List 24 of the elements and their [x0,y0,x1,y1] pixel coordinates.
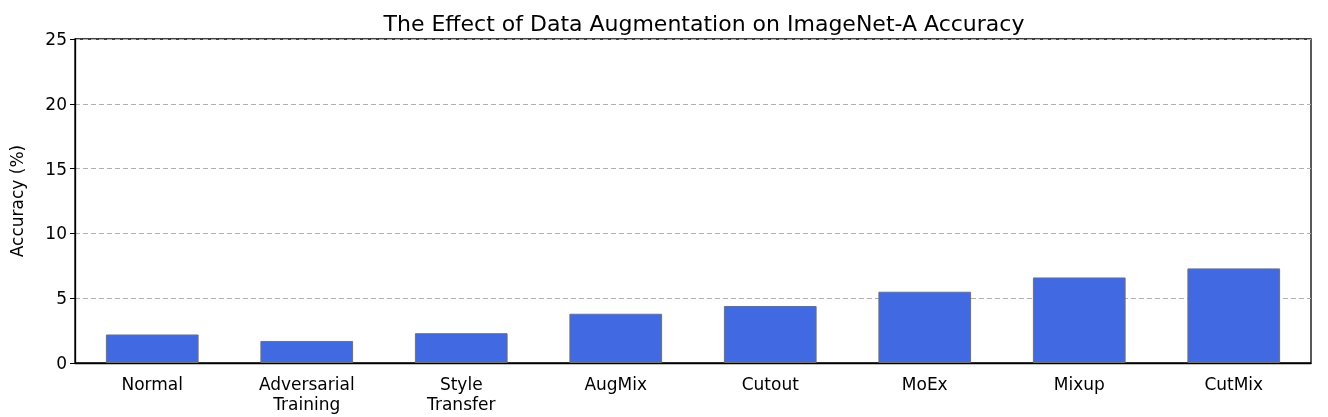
y-tick-label: 20 [45,93,67,114]
bar [878,291,972,363]
bar [105,334,199,363]
y-tick-label: 15 [45,158,67,179]
x-tick-label: Cutout [741,374,800,394]
y-tick-label: 5 [56,288,67,309]
x-tick-label: AugMix [584,374,648,394]
x-tick-label: Style Transfer [426,374,496,414]
chart-title: The Effect of Data Augmentation on ImageNet-A Accuracy [382,10,1025,36]
bar [414,333,508,363]
x-tick-label: Adversarial Training [258,374,355,414]
x-tick-label: CutMix [1204,374,1264,394]
x-tick-label: MoEx [901,374,948,394]
bar [1032,277,1126,363]
bar [260,340,354,363]
y-axis-title: Accuracy (%) [6,144,27,258]
bar [569,313,663,363]
x-tick-label: Normal [121,374,184,394]
bar [723,305,817,363]
y-tick-label: 25 [45,29,67,49]
y-tick-label: 0 [56,353,67,373]
y-tick-label: 10 [45,223,67,244]
x-tick-label: Mixup [1053,374,1105,394]
bar [1187,268,1281,363]
